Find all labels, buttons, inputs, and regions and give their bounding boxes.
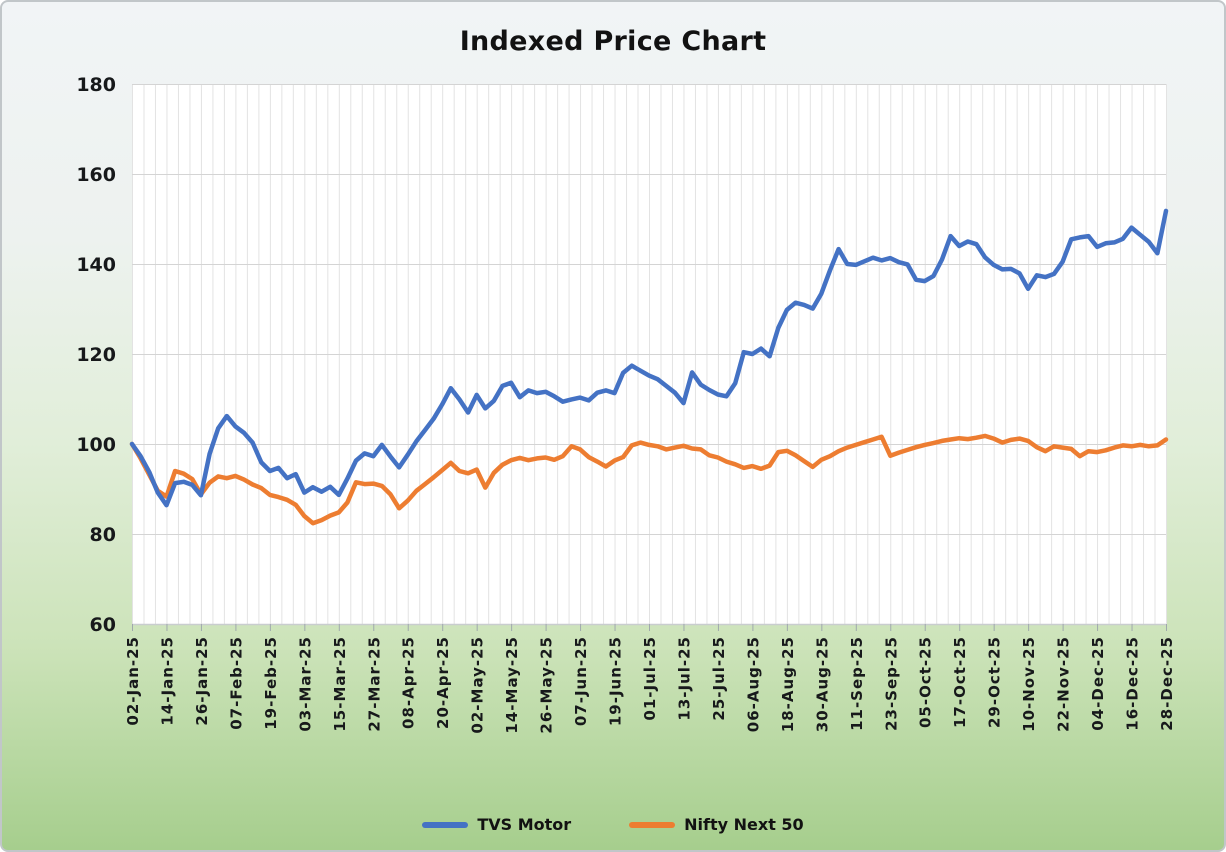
legend-label-tvs-motor: TVS Motor xyxy=(477,815,572,834)
x-axis-tick-label: 03-Mar-25 xyxy=(296,636,314,732)
x-axis-tick-label: 22-Nov-25 xyxy=(1055,636,1073,732)
x-axis-tick-label: 20-Apr-25 xyxy=(434,636,452,729)
nifty-next-50-line-swatch xyxy=(629,821,676,828)
y-axis-tick-label: 180 xyxy=(76,74,116,96)
x-axis-tick-label: 27-Mar-25 xyxy=(365,636,383,732)
x-axis-tick-label: 07-Feb-25 xyxy=(227,636,245,730)
x-axis-tick-label: 15-Mar-25 xyxy=(331,636,349,732)
x-axis-tick-label: 29-Oct-25 xyxy=(986,636,1004,728)
x-axis-tick-label: 25-Jul-25 xyxy=(710,636,728,721)
x-axis-tick-label: 18-Aug-25 xyxy=(779,636,797,732)
x-axis-tick-label: 05-Oct-25 xyxy=(917,636,935,728)
x-axis-tick-label: 11-Sep-25 xyxy=(848,636,866,731)
chart-title: Indexed Price Chart xyxy=(459,26,767,57)
y-axis-tick-label: 140 xyxy=(76,254,116,276)
legend-label-nifty-next-50: Nifty Next 50 xyxy=(684,815,804,834)
y-axis-labels: 180 160 140 120 100 80 60 xyxy=(76,74,116,636)
x-axis-tick-label: 30-Aug-25 xyxy=(813,636,831,732)
tvs-motor-line xyxy=(129,208,1169,508)
legend-item-tvs-motor: TVS Motor xyxy=(422,815,571,834)
y-axis-tick-label: 160 xyxy=(76,164,116,186)
x-axis-tick-label: 04-Dec-25 xyxy=(1089,636,1107,731)
x-axis-tick-label: 14-Jan-25 xyxy=(158,636,176,726)
x-axis-ticks xyxy=(132,624,1167,631)
x-axis-labels: 02-Jan-25 14-Jan-25 26-Jan-25 07-Feb-25 19-F… xyxy=(124,636,1176,734)
x-axis-tick-label: 19-Jun-25 xyxy=(607,636,625,726)
x-axis-tick-label: 26-Jan-25 xyxy=(193,636,211,726)
x-axis-tick-label: 06-Aug-25 xyxy=(744,636,762,732)
nifty-next-50-line xyxy=(129,433,1169,526)
y-axis-tick-label: 100 xyxy=(76,434,116,456)
x-axis-tick-label: 10-Nov-25 xyxy=(1020,636,1038,732)
x-axis-tick-label: 16-Dec-25 xyxy=(1124,636,1142,731)
x-axis-tick-label: 14-May-25 xyxy=(503,636,521,734)
x-axis-tick-label: 02-Jan-25 xyxy=(124,636,142,726)
x-axis-tick-label: 01-Jul-25 xyxy=(641,636,659,721)
x-axis-tick-label: 19-Feb-25 xyxy=(262,636,280,730)
x-axis-tick-label: 26-May-25 xyxy=(538,636,556,734)
x-axis-tick-label: 13-Jul-25 xyxy=(675,636,693,721)
y-axis-tick-label: 120 xyxy=(76,344,116,366)
x-axis-tick-label: 28-Dec-25 xyxy=(1158,636,1176,731)
x-axis-tick-label: 17-Oct-25 xyxy=(951,636,969,728)
y-axis-tick-label: 60 xyxy=(90,614,116,636)
legend-item-nifty-next-50: Nifty Next 50 xyxy=(629,815,804,834)
y-axis-tick-label: 80 xyxy=(90,524,116,546)
x-axis-tick-label: 02-May-25 xyxy=(469,636,487,734)
x-axis-tick-label: 08-Apr-25 xyxy=(400,636,418,729)
tvs-motor-line-swatch xyxy=(422,821,469,828)
x-axis-tick-label: 07-Jun-25 xyxy=(572,636,590,726)
chart-legend: TVS Motor Nifty Next 50 xyxy=(2,815,1224,834)
x-axis-tick-label: 23-Sep-25 xyxy=(882,636,900,731)
